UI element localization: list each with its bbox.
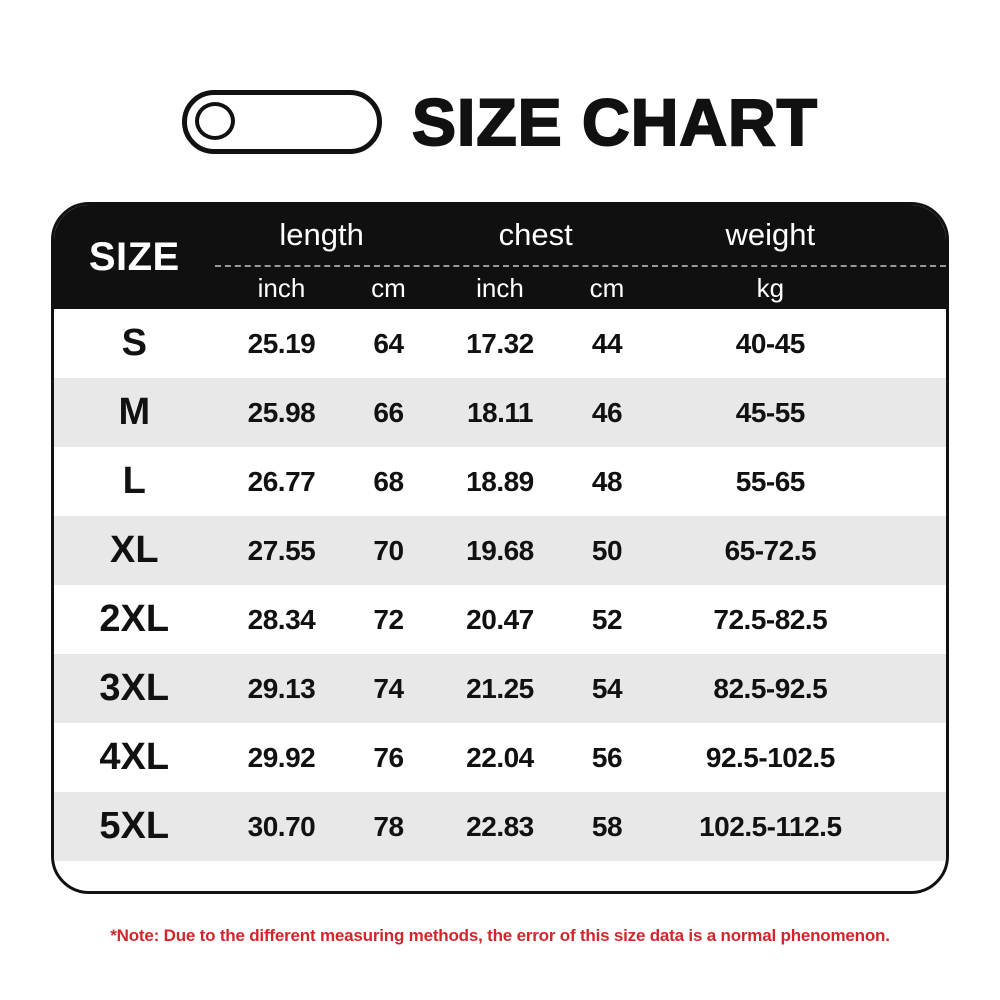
length-cm-unit-header: cm	[371, 272, 406, 303]
chest-inch-unit-header: inch	[476, 272, 524, 303]
size-table: SIZE length chest weight inch cm inch cm…	[51, 202, 949, 894]
weight-kg-cell: 82.5-92.5	[713, 672, 828, 704]
size-column-header: SIZE	[88, 234, 180, 279]
size-label-cell: M	[118, 391, 151, 433]
title-row: SIZE CHART	[0, 0, 1000, 160]
weight-kg-cell: 40-45	[735, 327, 806, 359]
table-header: SIZE length chest weight inch cm inch cm…	[54, 205, 946, 309]
length-cm-cell: 64	[373, 327, 404, 359]
length-cm-cell: 66	[373, 396, 404, 428]
size-label-cell: 2XL	[99, 598, 170, 640]
chest-cm-cell: 54	[591, 672, 623, 704]
chest-inch-cell: 20.47	[466, 603, 534, 635]
length-inch-cell: 27.55	[247, 534, 316, 566]
chest-cm-cell: 56	[591, 741, 623, 773]
length-cm-cell: 74	[373, 672, 404, 704]
table-row: M 25.98 66 18.11 46 45-55	[54, 378, 946, 447]
size-label-cell: L	[122, 460, 146, 502]
chest-inch-cell: 18.11	[466, 396, 534, 428]
chest-inch-cell: 22.04	[466, 741, 534, 773]
chest-inch-cell: 21.25	[466, 672, 534, 704]
length-inch-cell: 30.70	[247, 810, 316, 842]
size-label-cell: 3XL	[99, 667, 170, 709]
chest-inch-cell: 22.83	[466, 810, 534, 842]
table-bottom-pad	[54, 861, 946, 891]
table-row: 2XL 28.34 72 20.47 52 72.5-82.5	[54, 585, 946, 654]
table-header-right: length chest weight inch cm inch cm kg	[214, 205, 946, 309]
group-header-row: length chest weight	[214, 205, 946, 267]
length-inch-cell: 29.13	[247, 672, 316, 704]
chest-cm-cell: 46	[591, 396, 623, 428]
table-row: S 25.19 64 17.32 44 40-45	[54, 309, 946, 378]
weight-kg-cell: 55-65	[735, 465, 806, 497]
length-cm-cell: 68	[373, 465, 404, 497]
length-inch-cell: 25.19	[247, 327, 316, 359]
table-row: L 26.77 68 18.89 48 55-65	[54, 447, 946, 516]
weight-kg-cell: 45-55	[735, 396, 806, 428]
weight-kg-cell: 92.5-102.5	[705, 741, 835, 773]
chest-group-header: chest	[498, 217, 573, 252]
size-label-cell: 5XL	[99, 805, 170, 847]
table-row: XL 27.55 70 19.68 50 65-72.5	[54, 516, 946, 585]
weight-kg-unit-header: kg	[756, 272, 785, 303]
page-title: SIZE CHART	[411, 84, 818, 160]
weight-kg-cell: 65-72.5	[724, 534, 817, 566]
size-label-cell: S	[121, 322, 147, 364]
length-cm-cell: 76	[373, 741, 404, 773]
chest-inch-cell: 18.89	[466, 465, 534, 497]
size-label-cell: XL	[109, 529, 159, 571]
table-row: 5XL 30.70 78 22.83 58 102.5-112.5	[54, 792, 946, 861]
length-cm-cell: 78	[373, 810, 404, 842]
length-inch-cell: 26.77	[247, 465, 316, 497]
chest-cm-cell: 48	[591, 465, 623, 497]
length-inch-cell: 25.98	[247, 396, 316, 428]
capsule-dot-icon	[195, 102, 235, 140]
length-cm-cell: 72	[373, 603, 404, 635]
chest-inch-cell: 19.68	[466, 534, 534, 566]
length-group-header: length	[279, 217, 364, 252]
length-cm-cell: 70	[373, 534, 404, 566]
length-inch-cell: 29.92	[247, 741, 316, 773]
units-header-row: inch cm inch cm kg	[215, 267, 946, 309]
size-table-body: S 25.19 64 17.32 44 40-45 M 25.98 66 18.…	[54, 309, 946, 861]
table-row: 4XL 29.92 76 22.04 56 92.5-102.5	[54, 723, 946, 792]
chest-inch-cell: 17.32	[466, 327, 534, 359]
length-inch-cell: 28.34	[247, 603, 316, 635]
measurement-note: *Note: Due to the different measuring me…	[110, 926, 890, 945]
chest-cm-cell: 52	[591, 603, 623, 635]
chest-cm-cell: 50	[591, 534, 623, 566]
weight-group-header: weight	[725, 217, 816, 252]
table-row: 3XL 29.13 74 21.25 54 82.5-92.5	[54, 654, 946, 723]
chest-cm-cell: 58	[591, 810, 623, 842]
chest-cm-unit-header: cm	[589, 272, 625, 303]
capsule-logo-icon	[182, 90, 382, 154]
weight-kg-cell: 102.5-112.5	[699, 810, 842, 842]
length-inch-unit-header: inch	[257, 272, 306, 303]
size-label-cell: 4XL	[99, 736, 170, 778]
chest-cm-cell: 44	[591, 327, 623, 359]
weight-kg-cell: 72.5-82.5	[713, 603, 828, 635]
